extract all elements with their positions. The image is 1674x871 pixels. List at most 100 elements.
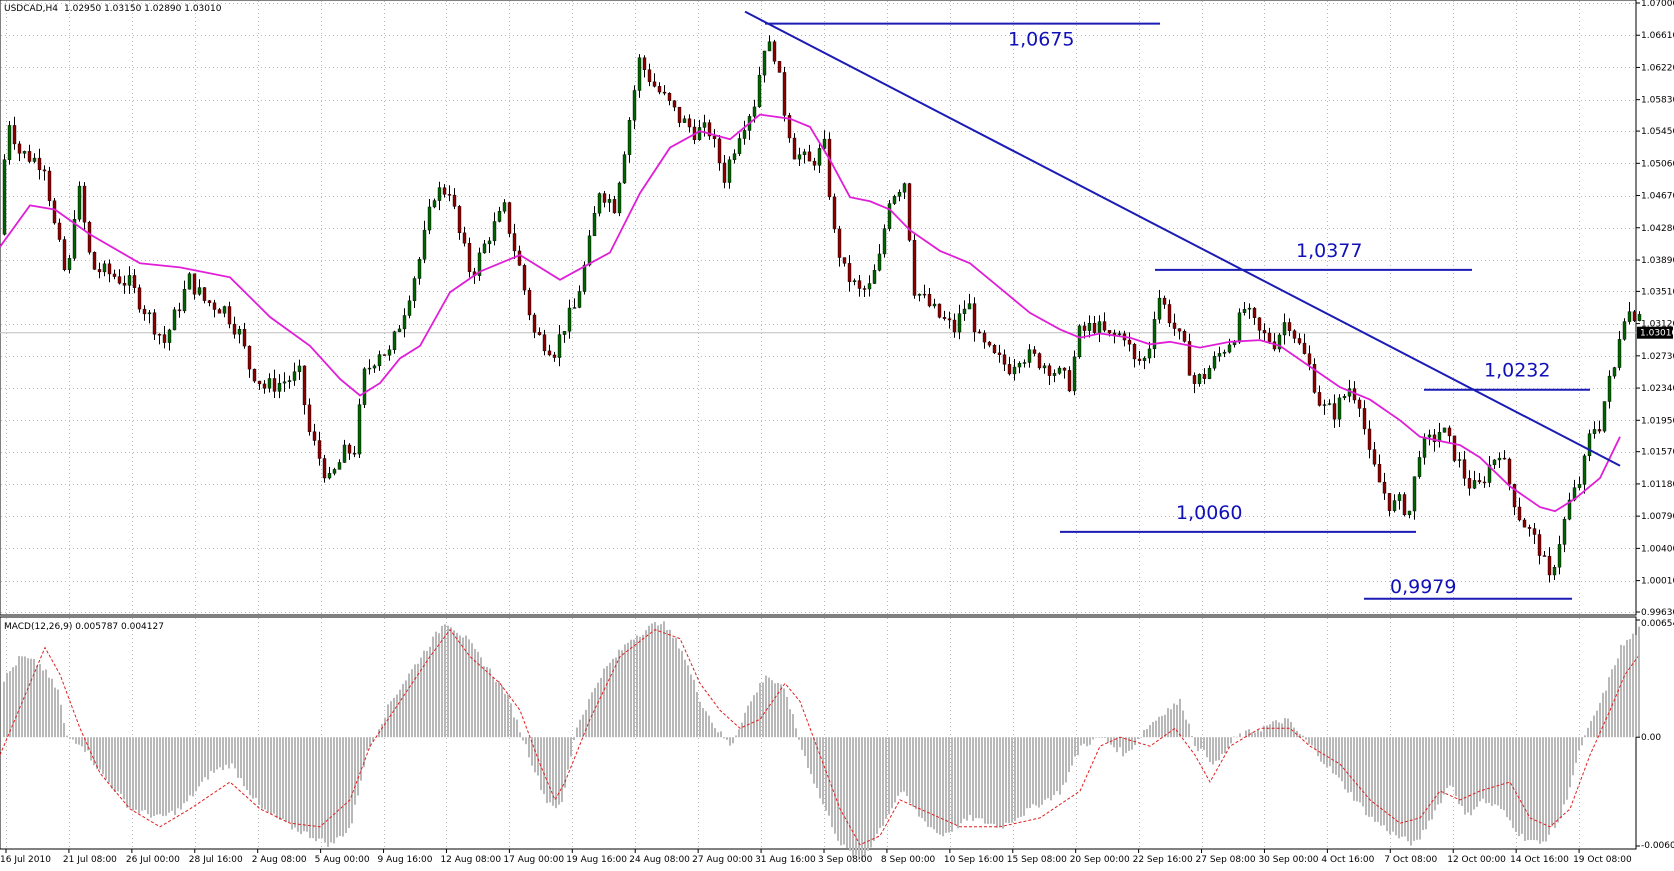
time-axis[interactable]: 16 Jul 2010 21 Jul 08:00 26 Jul 00:00 28 Ju… [0, 849, 1632, 865]
macd-bar [1323, 737, 1325, 765]
macd-bar [1080, 737, 1082, 746]
candle-body [1562, 518, 1567, 545]
macd-bar [1425, 737, 1427, 830]
macd-bar [60, 704, 62, 738]
macd-bar [15, 665, 17, 738]
macd-bar [1620, 644, 1622, 738]
macd-bar [135, 737, 137, 810]
macd-bar [1551, 737, 1553, 827]
macd-bar [711, 722, 713, 738]
macd-bar [495, 682, 497, 738]
chart-ohlc: 1.02950 1.03150 1.02890 1.03010 [64, 4, 222, 14]
price-axis[interactable]: 1.07000 1.06610 1.06220 1.05830 1.05450 1.050… [1636, 0, 1674, 618]
price-pane[interactable]: 1,0675 1,0377 1,0232 1,0060 0,9979 USDCAD,H4… [0, 0, 1642, 616]
macd-bar [1092, 737, 1094, 740]
macd-pane[interactable]: MACD(12,26,9) 0.005787 0.004127 [0, 616, 1640, 862]
candle-body [137, 287, 142, 310]
time-tick-label: 30 Sep 00:00 [1258, 855, 1318, 865]
macd-bar [528, 737, 530, 758]
candle-body [487, 240, 492, 245]
candle-body [1592, 429, 1597, 434]
candle-body [717, 138, 722, 164]
macd-bar [1602, 692, 1604, 738]
candle-body [1622, 321, 1627, 340]
macd-bar [1530, 737, 1532, 841]
candle-body [532, 314, 537, 333]
macd-bar [546, 737, 548, 804]
macd-bar [1638, 626, 1640, 738]
candle-body [737, 138, 742, 154]
macd-bar [645, 630, 647, 738]
macd-bar [708, 715, 710, 738]
macd-bar [1014, 737, 1016, 821]
macd-bar [1590, 721, 1592, 738]
macd-bar [1506, 737, 1508, 818]
time-tick-label: 19 Aug 16:00 [566, 855, 627, 865]
macd-bar [1062, 737, 1064, 785]
macd-bar [447, 625, 449, 738]
macd-bar [186, 737, 188, 802]
macd-bar [1152, 721, 1154, 738]
macd-bar [792, 713, 794, 738]
macd-axis[interactable]: 0.00654 0.00 -0.00607 [1636, 619, 1674, 851]
macd-bar [1161, 715, 1163, 738]
macd-bar [180, 737, 182, 810]
candle-body [537, 332, 542, 335]
macd-bar [1599, 702, 1601, 738]
macd-bar [111, 737, 113, 789]
macd-bar [1611, 669, 1613, 738]
macd-bar [735, 735, 737, 738]
candle-body [902, 183, 907, 193]
candle-body [112, 273, 117, 277]
candle-body [1052, 373, 1057, 376]
candle-body [1462, 459, 1467, 479]
macd-bar [126, 737, 128, 808]
candle-body [1432, 434, 1437, 442]
candle-body [1372, 449, 1377, 465]
candle-body [1222, 351, 1227, 354]
candle-body [337, 462, 342, 470]
candle-body [232, 323, 237, 335]
macd-bar [1269, 724, 1271, 738]
macd-bar [147, 737, 149, 815]
candle-body [607, 199, 612, 203]
candle-body [927, 294, 932, 307]
candle-body [272, 378, 277, 392]
candle-body [282, 381, 287, 384]
macd-bar [1608, 677, 1610, 738]
candle-body [582, 264, 587, 292]
macd-bar [648, 625, 650, 738]
macd-bar [27, 658, 29, 738]
candle-body [1477, 480, 1482, 483]
trend-line[interactable] [744, 10, 1621, 467]
macd-bar [1179, 698, 1181, 738]
macd-bar [1125, 737, 1127, 753]
macd-bar [300, 737, 302, 835]
candle-body [1302, 342, 1307, 354]
candle-body [407, 300, 412, 316]
macd-bar [1122, 737, 1124, 757]
candle-body [317, 440, 322, 459]
price-tick-label: 1.04280 [1641, 224, 1674, 234]
macd-bar [810, 737, 812, 775]
candle-body [1287, 322, 1292, 331]
macd-bar [945, 737, 947, 833]
candle-body [1317, 392, 1322, 406]
macd-bar [852, 737, 854, 858]
macd-bar [1311, 737, 1313, 746]
macd-bar [1440, 737, 1442, 804]
macd-bar [846, 737, 848, 849]
time-tick-label: 26 Jul 00:00 [126, 855, 180, 865]
candle-body [807, 151, 812, 162]
macd-bar [1536, 737, 1538, 841]
macd-bar [357, 737, 359, 796]
macd-bar [819, 737, 821, 799]
macd-bar [1071, 737, 1073, 766]
level-label: 0,9979 [1390, 576, 1456, 598]
candle-body [557, 334, 562, 358]
candle-body [1172, 322, 1177, 329]
annotation-lines[interactable]: 1,0675 1,0377 1,0232 1,0060 0,9979 [744, 10, 1621, 600]
macd-bar [1113, 737, 1115, 748]
macd-bar [312, 737, 314, 839]
